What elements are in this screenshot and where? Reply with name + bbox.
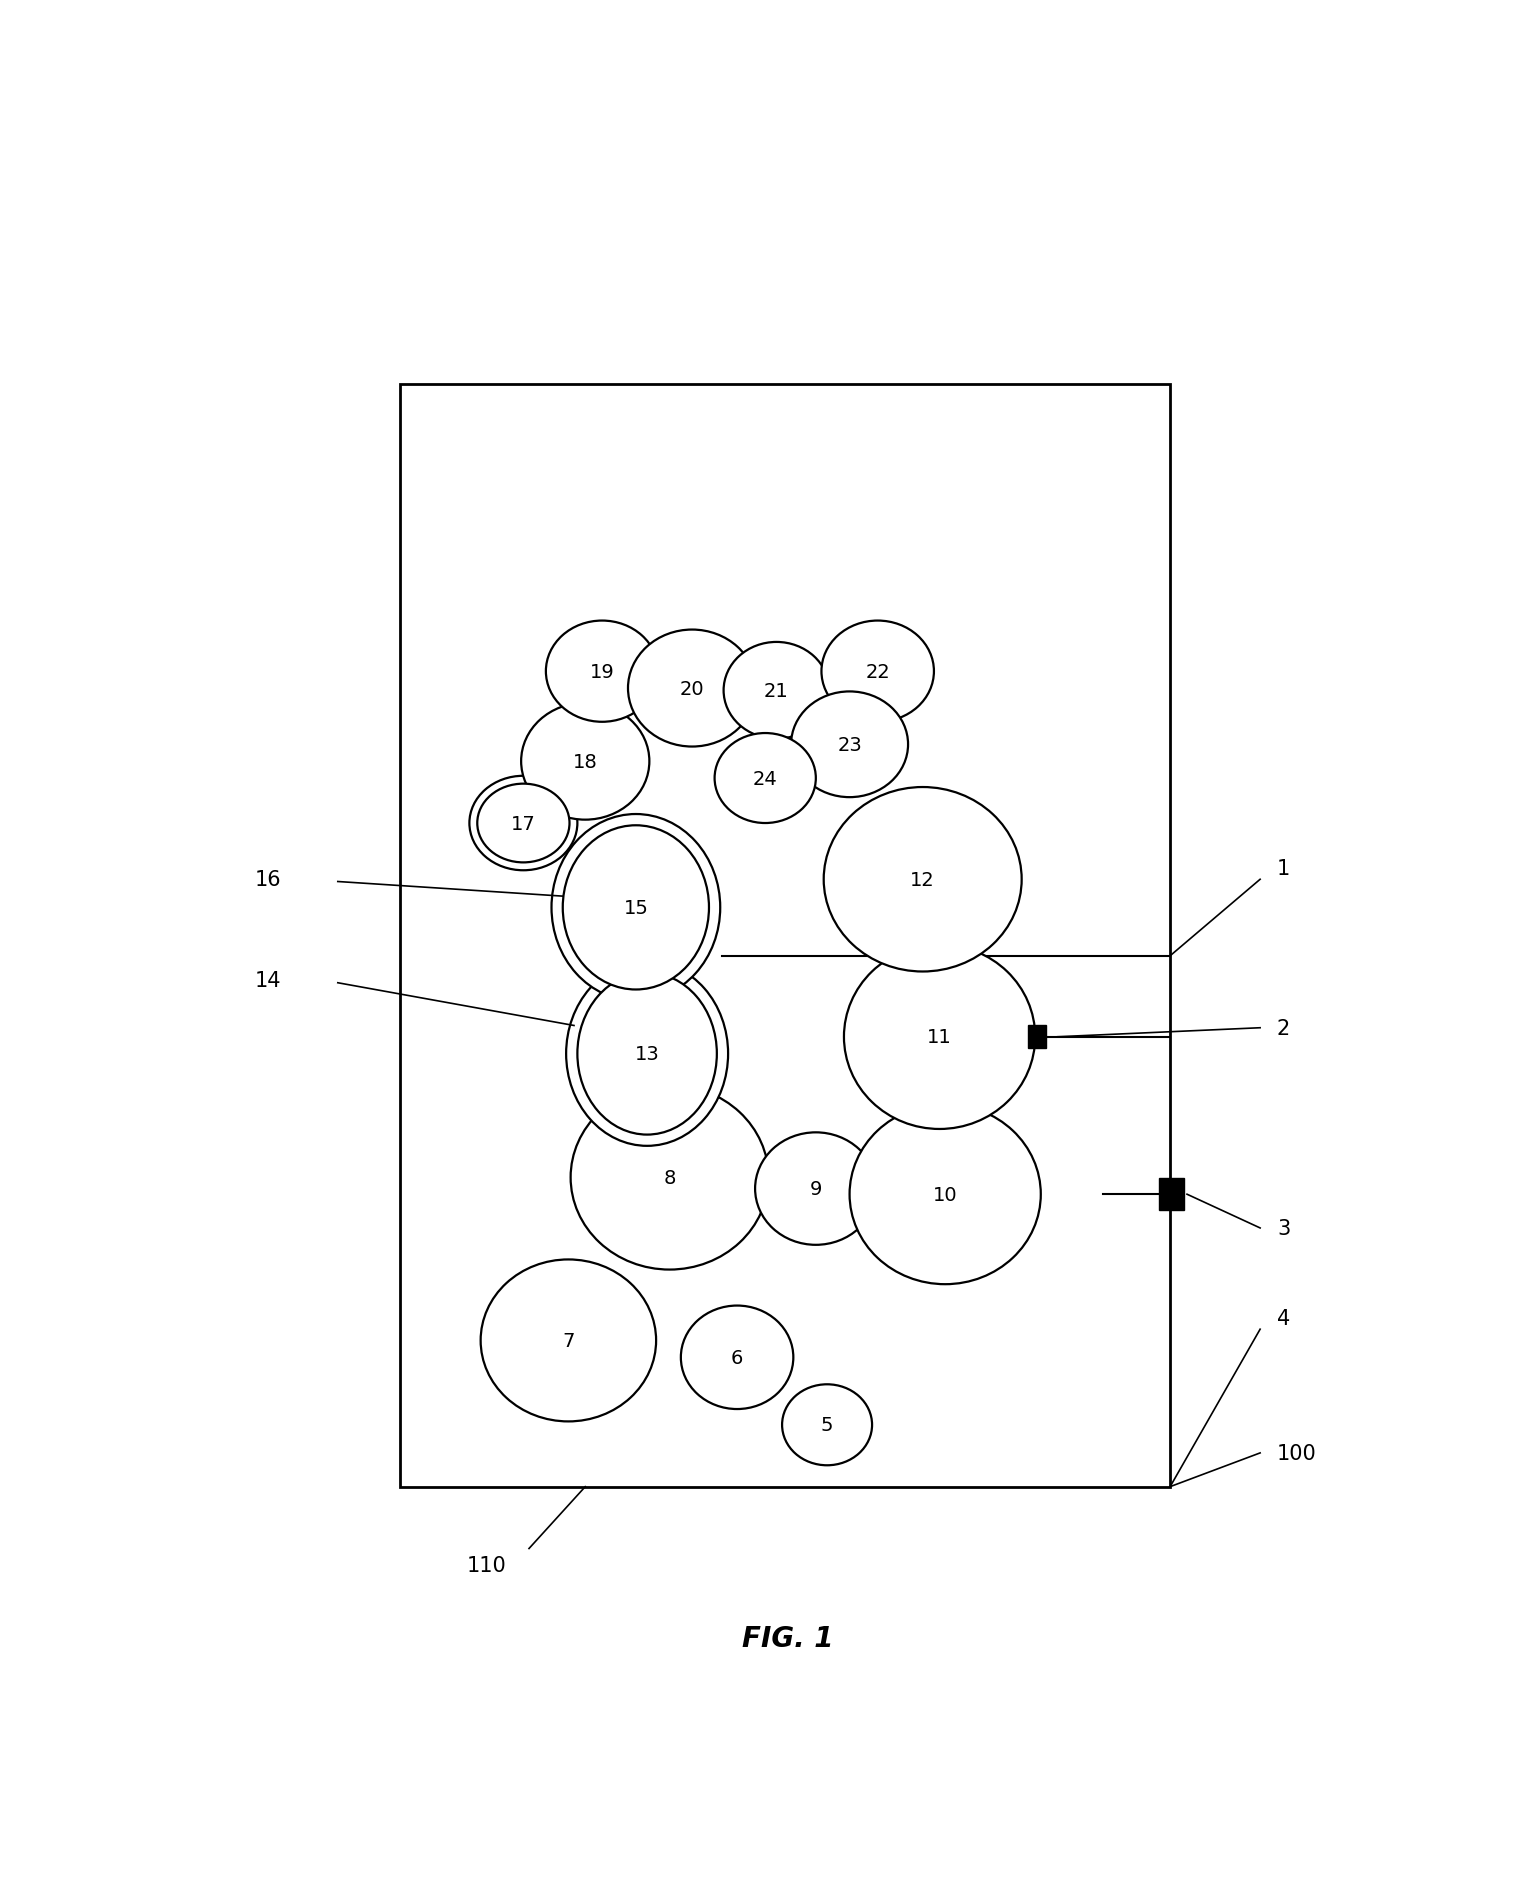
Bar — [1028, 1027, 1047, 1048]
Ellipse shape — [570, 1086, 768, 1270]
Ellipse shape — [724, 643, 830, 738]
Text: 1: 1 — [1277, 858, 1290, 879]
Ellipse shape — [850, 1105, 1041, 1285]
Ellipse shape — [629, 630, 756, 748]
Text: 100: 100 — [1277, 1442, 1317, 1463]
Text: 5: 5 — [821, 1416, 833, 1435]
Text: 3: 3 — [1277, 1219, 1290, 1237]
Text: 11: 11 — [927, 1027, 951, 1046]
Text: 10: 10 — [933, 1184, 958, 1203]
Ellipse shape — [481, 1260, 656, 1422]
Ellipse shape — [521, 704, 649, 820]
Text: 20: 20 — [679, 679, 704, 698]
Ellipse shape — [821, 621, 934, 723]
Text: 24: 24 — [753, 769, 778, 788]
Ellipse shape — [792, 693, 908, 797]
Ellipse shape — [566, 962, 729, 1146]
Ellipse shape — [546, 621, 658, 723]
Text: 18: 18 — [573, 752, 598, 771]
Text: 16: 16 — [255, 869, 281, 890]
Text: 23: 23 — [838, 735, 862, 754]
Text: 2: 2 — [1277, 1017, 1290, 1038]
Ellipse shape — [578, 974, 716, 1135]
Text: 7: 7 — [563, 1330, 575, 1349]
Text: 110: 110 — [467, 1556, 507, 1575]
Text: 21: 21 — [764, 681, 788, 700]
Text: 19: 19 — [590, 662, 615, 681]
Ellipse shape — [552, 814, 721, 1002]
Ellipse shape — [755, 1133, 876, 1245]
Ellipse shape — [469, 776, 578, 871]
Ellipse shape — [563, 826, 709, 991]
Text: 17: 17 — [510, 814, 536, 833]
Text: 4: 4 — [1277, 1308, 1290, 1329]
Text: 9: 9 — [810, 1179, 822, 1198]
Ellipse shape — [478, 784, 570, 864]
Text: 14: 14 — [255, 972, 281, 991]
Ellipse shape — [824, 788, 1022, 972]
Text: 13: 13 — [635, 1044, 659, 1063]
Text: 8: 8 — [664, 1167, 676, 1188]
Ellipse shape — [681, 1306, 793, 1410]
Bar — [400, 385, 1170, 1486]
Text: 22: 22 — [865, 662, 890, 681]
Text: FIG. 1: FIG. 1 — [742, 1625, 833, 1653]
Bar — [1159, 1179, 1183, 1211]
Text: 6: 6 — [732, 1348, 744, 1367]
Text: 12: 12 — [910, 871, 934, 890]
Text: 15: 15 — [624, 898, 649, 917]
Ellipse shape — [844, 945, 1034, 1129]
Ellipse shape — [782, 1384, 871, 1465]
Ellipse shape — [715, 735, 816, 824]
